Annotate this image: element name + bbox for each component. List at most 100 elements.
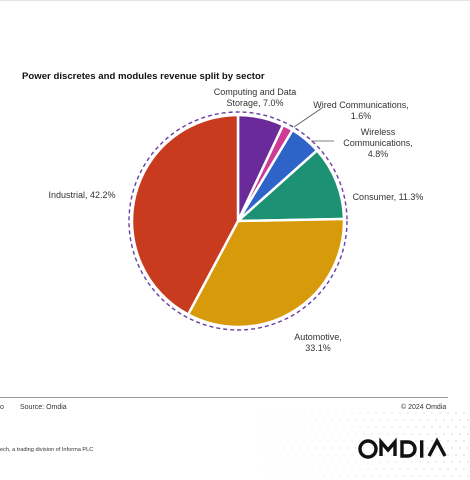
decorative-dot — [307, 447, 309, 449]
decorative-dot — [367, 468, 369, 470]
decorative-dot — [355, 461, 357, 463]
chart-title: Power discretes and modules revenue spli… — [22, 71, 265, 82]
decorative-dot — [443, 433, 445, 435]
decorative-dot — [319, 454, 321, 456]
decorative-dot — [327, 426, 329, 428]
decorative-dot — [423, 412, 425, 414]
decorative-dot — [455, 412, 457, 414]
decorative-dot — [351, 454, 353, 456]
pie-label: Industrial, 42.2% — [48, 190, 115, 200]
decorative-dot — [387, 433, 389, 435]
pie-label: Automotive, 33.1% — [294, 332, 342, 353]
leader-line — [293, 107, 323, 128]
decorative-dot — [363, 433, 365, 435]
decorative-dot — [275, 461, 277, 463]
decorative-dot — [391, 440, 393, 442]
decorative-dot — [467, 475, 469, 477]
decorative-dot — [359, 440, 361, 442]
omdia-logo — [357, 435, 457, 469]
decorative-dot — [463, 468, 465, 470]
decorative-dot — [271, 454, 273, 456]
decorative-dot — [259, 461, 261, 463]
decorative-dot — [395, 419, 397, 421]
decorative-dot — [315, 447, 317, 449]
decorative-dot — [427, 475, 429, 477]
decorative-dot — [399, 412, 401, 414]
top-rule — [0, 0, 470, 1]
decorative-dot — [391, 426, 393, 428]
decorative-dot — [267, 475, 269, 477]
decorative-dot — [419, 461, 421, 463]
decorative-dot — [347, 461, 349, 463]
decorative-dot — [279, 426, 281, 428]
decorative-dot — [271, 412, 273, 414]
decorative-dot — [351, 426, 353, 428]
decorative-dot — [467, 419, 469, 421]
decorative-dot — [351, 468, 353, 470]
decorative-dot — [331, 433, 333, 435]
pie-dashed-ring — [128, 111, 348, 331]
decorative-dot — [435, 447, 437, 449]
decorative-dot — [463, 426, 465, 428]
decorative-dot — [335, 426, 337, 428]
footer-copyright: © 2024 Omdia — [401, 404, 447, 411]
decorative-dot — [295, 440, 297, 442]
decorative-dot — [459, 461, 461, 463]
decorative-dot — [375, 426, 377, 428]
decorative-dot — [291, 475, 293, 477]
decorative-dot — [451, 419, 453, 421]
decorative-dot — [351, 412, 353, 414]
decorative-dot — [431, 440, 433, 442]
decorative-dot — [395, 475, 397, 477]
decorative-dot — [279, 454, 281, 456]
decorative-dot — [439, 468, 441, 470]
footer-divider — [0, 397, 448, 398]
pie-slices — [130, 113, 346, 329]
decorative-dot — [371, 447, 373, 449]
decorative-dot — [315, 433, 317, 435]
decorative-dot — [371, 433, 373, 435]
decorative-dot — [315, 461, 317, 463]
decorative-dot — [411, 419, 413, 421]
decorative-dot — [439, 440, 441, 442]
decorative-dot — [267, 419, 269, 421]
decorative-dot — [375, 440, 377, 442]
decorative-dot — [267, 433, 269, 435]
pie-slice-consumer — [236, 149, 346, 223]
decorative-dot — [303, 426, 305, 428]
decorative-dot — [283, 419, 285, 421]
decorative-dot — [435, 461, 437, 463]
decorative-dot — [467, 461, 469, 463]
decorative-dot — [415, 454, 417, 456]
decorative-dot — [343, 454, 345, 456]
decorative-dot — [359, 426, 361, 428]
decorative-dot — [279, 412, 281, 414]
decorative-dot — [311, 468, 313, 470]
decorative-dot — [295, 426, 297, 428]
decorative-dot — [443, 475, 445, 477]
omdia-logo-mark — [358, 437, 447, 459]
decorative-dot — [447, 426, 449, 428]
decorative-dot — [335, 440, 337, 442]
decorative-dot — [467, 433, 469, 435]
pie-labels: Computing and Data Storage, 7.0% Wired Com… — [48, 87, 423, 353]
decorative-dot — [303, 468, 305, 470]
decorative-dot — [339, 475, 341, 477]
decorative-dot — [355, 419, 357, 421]
pie-outline-ring — [128, 111, 348, 331]
decorative-dot — [303, 440, 305, 442]
decorative-dot — [407, 426, 409, 428]
decorative-dot — [459, 447, 461, 449]
decorative-dot — [455, 440, 457, 442]
decorative-dot — [435, 475, 437, 477]
decorative-dot — [311, 412, 313, 414]
decorative-dot — [459, 475, 461, 477]
decorative-dot — [263, 440, 265, 442]
decorative-dot — [263, 412, 265, 414]
decorative-dot — [343, 468, 345, 470]
decorative-dot — [411, 461, 413, 463]
pie-slice-industrial — [130, 113, 240, 316]
decorative-dot — [355, 433, 357, 435]
decorative-dot — [319, 426, 321, 428]
decorative-dot — [263, 468, 265, 470]
